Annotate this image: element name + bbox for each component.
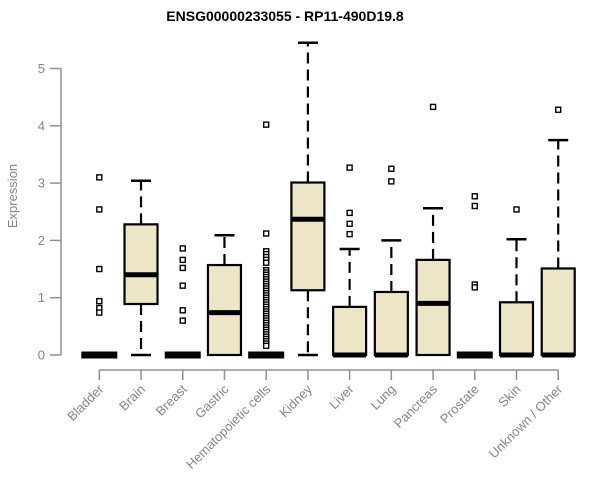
outlier-point — [388, 178, 395, 185]
x-tick-label-breast: Breast — [153, 381, 190, 418]
x-tick-label-kidney: Kidney — [276, 381, 315, 420]
outlier-point — [346, 164, 353, 171]
outlier-point — [471, 284, 478, 291]
boxplot-pancreas — [415, 103, 451, 357]
y-tick-label: 3 — [38, 176, 45, 191]
outlier-point — [471, 202, 478, 210]
outlier-point — [96, 309, 103, 316]
iqr-box — [415, 258, 451, 357]
x-tick-label-lung: Lung — [367, 382, 398, 413]
iqr-box — [123, 223, 159, 306]
outlier-point — [388, 165, 395, 172]
x-tick-label-liver: Liver — [326, 381, 357, 412]
outlier-point — [429, 103, 437, 111]
boxplot-hematopoietic-cells — [248, 121, 285, 359]
chart-title: ENSG00000233055 - RP11-490D19.8 — [166, 8, 404, 24]
outlier-point — [96, 206, 103, 213]
outlier-point — [262, 230, 270, 237]
boxplot-bladder — [81, 174, 118, 359]
outlier-point — [96, 174, 103, 181]
outlier-point — [96, 297, 103, 305]
iqr-box — [332, 305, 368, 357]
x-tick-label-unknown-other: Unknown / Other — [486, 381, 566, 461]
outlier-point — [179, 307, 186, 314]
outlier-point — [262, 121, 270, 128]
boxplot-lung — [373, 165, 409, 358]
iqr-box — [373, 290, 409, 357]
outlier-point — [262, 342, 270, 350]
outlier-point — [262, 259, 270, 266]
x-tick-label-brain: Brain — [116, 382, 148, 414]
iqr-box — [206, 263, 243, 357]
boxplot-liver — [332, 164, 368, 358]
x-tick-label-bladder: Bladder — [64, 381, 107, 424]
outlier-point — [555, 106, 562, 113]
outlier-point — [346, 220, 353, 227]
y-axis — [50, 67, 62, 356]
collapsed-box — [248, 351, 285, 359]
y-tick-label: 2 — [38, 233, 45, 248]
iqr-box — [540, 267, 576, 357]
outlier-point — [179, 245, 186, 252]
outlier-point — [346, 230, 353, 238]
x-tick-label-prostate: Prostate — [437, 382, 482, 427]
outlier-point — [179, 282, 186, 289]
outlier-point — [346, 209, 353, 217]
outlier-point — [179, 256, 186, 264]
boxplot-skin — [498, 206, 535, 358]
outlier-point — [179, 317, 186, 324]
y-tick-label: 1 — [38, 290, 45, 305]
boxplot-prostate — [456, 193, 493, 359]
boxplot-brain — [123, 179, 159, 357]
x-tick-label-skin: Skin — [495, 382, 523, 410]
x-tick-label-pancreas: Pancreas — [391, 381, 441, 431]
boxplot-gastric — [206, 233, 243, 357]
collapsed-box — [81, 351, 118, 359]
outlier-point — [96, 265, 103, 273]
x-axis — [98, 369, 559, 380]
collapsed-box — [456, 351, 493, 359]
outlier-point — [179, 264, 186, 272]
outlier-point — [513, 206, 520, 213]
y-tick-label: 4 — [38, 118, 45, 133]
outlier-point — [471, 193, 478, 200]
boxplot-breast — [164, 245, 201, 359]
iqr-box — [498, 301, 535, 357]
y-tick-label: 0 — [38, 348, 45, 363]
boxplot-unknown-other — [540, 106, 576, 358]
boxplot-kidney — [290, 41, 326, 357]
y-axis-title: Expression — [5, 164, 20, 228]
collapsed-box — [164, 351, 201, 359]
y-tick-label: 5 — [38, 61, 45, 76]
iqr-box — [290, 181, 326, 292]
x-tick-label-gastric: Gastric — [192, 381, 232, 421]
